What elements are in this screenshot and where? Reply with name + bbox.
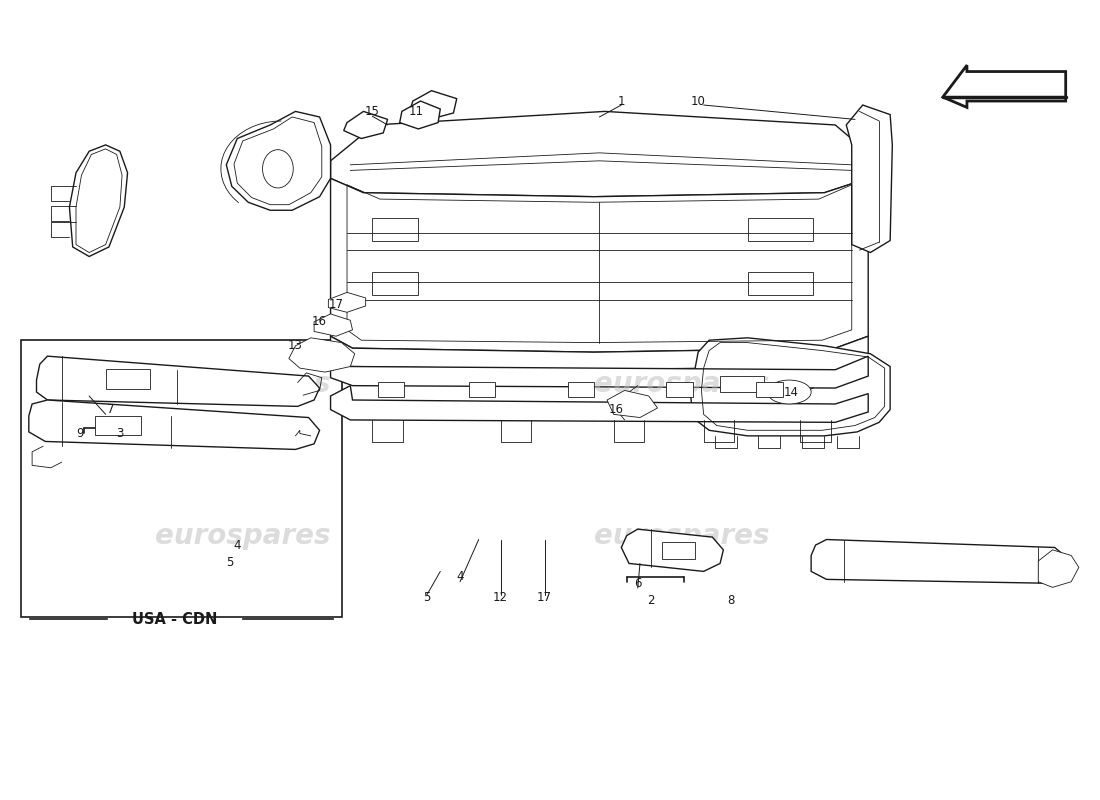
Text: USA - CDN: USA - CDN [132,612,218,626]
Text: 13: 13 [288,339,302,352]
Polygon shape [372,273,418,294]
Polygon shape [720,376,764,392]
Text: eurospares: eurospares [594,522,769,550]
Text: 7: 7 [108,403,114,416]
Text: 15: 15 [365,105,380,118]
Text: 4: 4 [233,538,241,551]
Polygon shape [748,218,813,241]
Ellipse shape [768,380,811,404]
Polygon shape [409,90,456,119]
Bar [21,340,341,617]
Text: 4: 4 [456,570,464,583]
Text: 8: 8 [727,594,735,607]
Text: 9: 9 [77,427,84,440]
Bar [469,382,495,397]
Polygon shape [943,65,1066,107]
Text: 16: 16 [312,315,327,328]
Bar [377,382,404,397]
Text: 6: 6 [634,577,641,590]
Polygon shape [69,145,128,257]
Ellipse shape [263,150,294,188]
Text: 1: 1 [617,94,625,107]
Polygon shape [748,273,813,294]
Bar [667,382,693,397]
Polygon shape [399,101,440,129]
Polygon shape [607,390,658,418]
Text: 11: 11 [408,105,424,118]
Bar [757,382,782,397]
Polygon shape [372,218,418,241]
Text: 16: 16 [608,403,624,416]
Text: 5: 5 [424,591,431,604]
Polygon shape [29,400,320,450]
Text: 5: 5 [226,556,233,569]
Polygon shape [331,336,868,370]
Bar [568,382,594,397]
Polygon shape [36,356,320,406]
Polygon shape [315,314,352,336]
Text: 17: 17 [329,298,343,311]
Bar [106,369,150,389]
Text: eurospares: eurospares [155,370,330,398]
Polygon shape [691,338,890,436]
Text: 12: 12 [493,591,508,604]
Text: 17: 17 [537,591,552,604]
Polygon shape [227,111,331,210]
Polygon shape [331,386,868,422]
Polygon shape [621,529,724,571]
Polygon shape [289,338,354,372]
Text: 10: 10 [691,94,705,107]
Polygon shape [343,111,387,138]
Text: 3: 3 [117,427,123,440]
Polygon shape [811,539,1071,583]
Polygon shape [331,352,868,388]
Text: 14: 14 [784,386,799,398]
Bar [95,416,141,435]
Bar [662,542,695,559]
Polygon shape [331,178,868,352]
Polygon shape [1038,550,1079,587]
Text: eurospares: eurospares [594,370,769,398]
Polygon shape [331,111,868,197]
Polygon shape [329,292,365,312]
Text: eurospares: eurospares [155,522,330,550]
Text: 2: 2 [647,594,654,607]
Polygon shape [846,105,892,253]
